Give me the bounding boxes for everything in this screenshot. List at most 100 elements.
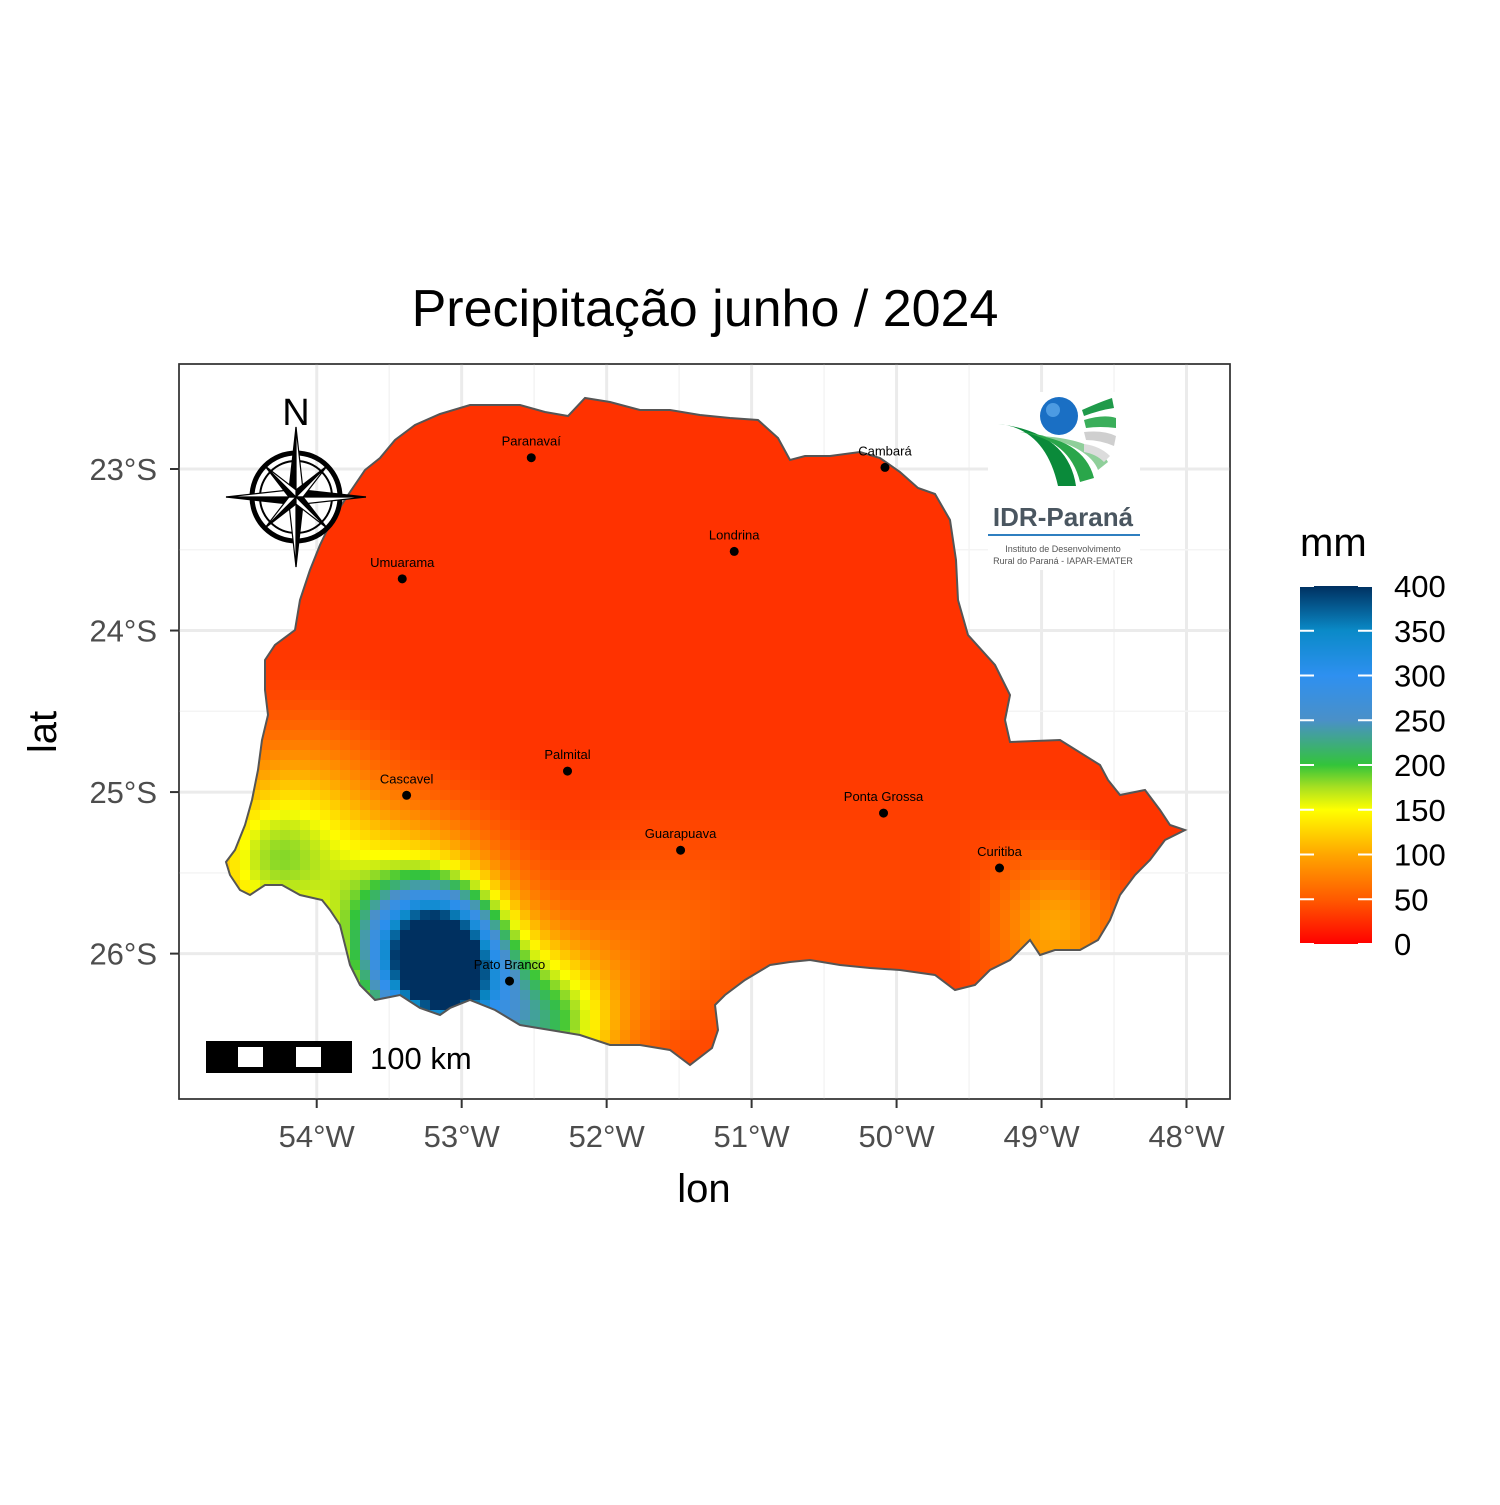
- raster-cell: [980, 870, 991, 881]
- raster-cell: [660, 570, 671, 581]
- raster-cell: [720, 550, 731, 561]
- raster-cell: [890, 700, 901, 711]
- raster-cell: [820, 630, 831, 641]
- raster-cell: [810, 640, 821, 651]
- raster-cell: [820, 710, 831, 721]
- raster-cell: [820, 760, 831, 771]
- raster-cell: [370, 730, 381, 741]
- raster-cell: [510, 750, 521, 761]
- raster-cell: [770, 610, 781, 621]
- raster-cell: [780, 670, 791, 681]
- raster-cell: [400, 820, 411, 831]
- raster-cell: [970, 870, 981, 881]
- raster-cell: [810, 550, 821, 561]
- raster-cell: [380, 460, 391, 471]
- raster-cell: [680, 690, 691, 701]
- raster-cell: [310, 660, 321, 671]
- raster-cell: [680, 450, 691, 461]
- raster-cell: [920, 860, 931, 871]
- raster-cell: [480, 650, 491, 661]
- raster-cell: [940, 640, 951, 651]
- raster-cell: [660, 780, 671, 791]
- raster-cell: [880, 550, 891, 561]
- raster-cell: [780, 860, 791, 871]
- raster-cell: [400, 730, 411, 741]
- raster-cell: [500, 540, 511, 551]
- raster-cell: [960, 720, 971, 731]
- raster-cell: [540, 520, 551, 531]
- raster-cell: [830, 640, 841, 651]
- raster-cell: [870, 730, 881, 741]
- raster-cell: [310, 720, 321, 731]
- raster-cell: [870, 700, 881, 711]
- raster-cell: [270, 820, 281, 831]
- raster-cell: [370, 860, 381, 871]
- raster-cell: [1080, 870, 1091, 881]
- raster-cell: [840, 650, 851, 661]
- raster-cell: [480, 700, 491, 711]
- raster-cell: [650, 800, 661, 811]
- raster-cell: [860, 770, 871, 781]
- raster-cell: [310, 710, 321, 721]
- raster-cell: [560, 790, 571, 801]
- raster-cell: [710, 720, 721, 731]
- raster-cell: [320, 780, 331, 791]
- raster-cell: [540, 420, 551, 431]
- raster-cell: [510, 570, 521, 581]
- raster-cell: [860, 650, 871, 661]
- raster-cell: [1100, 850, 1111, 861]
- raster-cell: [700, 600, 711, 611]
- raster-cell: [880, 510, 891, 521]
- raster-cell: [940, 830, 951, 841]
- raster-cell: [520, 660, 531, 671]
- raster-cell: [610, 590, 621, 601]
- raster-cell: [640, 640, 651, 651]
- raster-cell: [970, 650, 981, 661]
- raster-cell: [1000, 750, 1011, 761]
- raster-cell: [530, 800, 541, 811]
- raster-cell: [680, 630, 691, 641]
- raster-cell: [520, 850, 531, 861]
- raster-cell: [1090, 880, 1101, 891]
- raster-cell: [570, 880, 581, 891]
- raster-cell: [450, 860, 461, 871]
- raster-cell: [890, 740, 901, 751]
- raster-cell: [790, 720, 801, 731]
- raster-cell: [320, 550, 331, 561]
- raster-cell: [580, 410, 591, 421]
- raster-cell: [1020, 750, 1031, 761]
- raster-cell: [680, 860, 691, 871]
- raster-cell: [770, 840, 781, 851]
- raster-cell: [880, 610, 891, 621]
- raster-cell: [820, 890, 831, 901]
- raster-cell: [470, 560, 481, 571]
- raster-cell: [550, 570, 561, 581]
- raster-cell: [540, 830, 551, 841]
- raster-cell: [550, 610, 561, 621]
- raster-cell: [690, 730, 701, 741]
- raster-cell: [590, 670, 601, 681]
- raster-cell: [540, 650, 551, 661]
- raster-cell: [380, 890, 391, 901]
- raster-cell: [340, 590, 351, 601]
- raster-cell: [510, 830, 521, 841]
- raster-cell: [800, 750, 811, 761]
- raster-cell: [690, 450, 701, 461]
- raster-cell: [850, 510, 861, 521]
- raster-cell: [260, 840, 271, 851]
- raster-cell: [380, 810, 391, 821]
- raster-cell: [730, 580, 741, 591]
- raster-cell: [540, 550, 551, 561]
- raster-cell: [780, 890, 791, 901]
- raster-cell: [840, 540, 851, 551]
- raster-cell: [650, 730, 661, 741]
- raster-cell: [780, 780, 791, 791]
- raster-cell: [670, 740, 681, 751]
- raster-cell: [740, 560, 751, 571]
- raster-cell: [700, 420, 711, 431]
- raster-cell: [930, 830, 941, 841]
- raster-cell: [300, 870, 311, 881]
- raster-cell: [850, 660, 861, 671]
- raster-cell: [790, 560, 801, 571]
- raster-cell: [1090, 850, 1101, 861]
